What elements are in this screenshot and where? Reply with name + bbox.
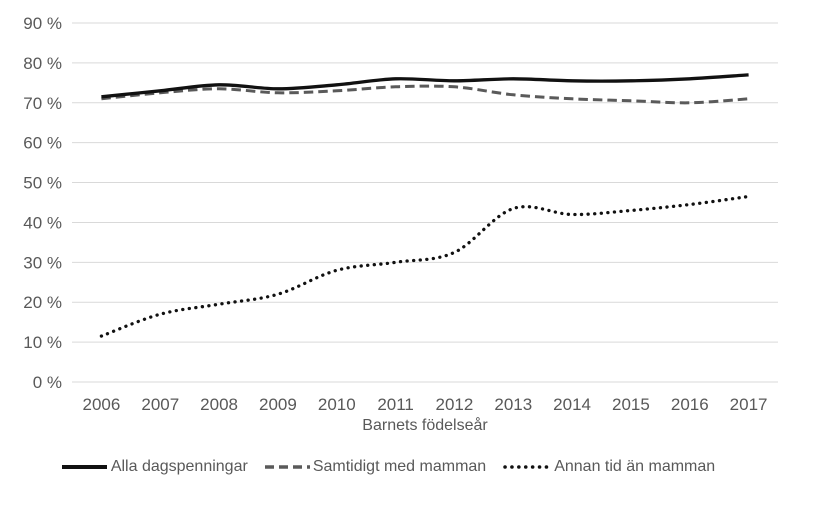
y-tick-label: 70 % [23,94,62,113]
x-axis-title: Barnets födelseår [362,417,488,434]
series-line-solid [101,73,749,99]
x-tick-label: 2006 [82,395,120,414]
x-tick-label: 2017 [730,395,768,414]
x-tick-label: 2011 [377,395,414,414]
legend-label-samtidigt-med-mamman: Samtidigt med mamman [312,458,487,475]
y-tick-label: 50 % [23,174,62,193]
x-tick-label: 2007 [141,395,179,414]
y-tick-label: 20 % [23,293,62,312]
legend-label-annan-tid-an-mamman: Annan tid än mamman [554,458,716,475]
x-tick-label: 2015 [612,395,650,414]
y-tick-label: 30 % [23,253,62,272]
legend-item-alla-dagspenningar: Alla dagspenningar [61,458,248,476]
series-line-dashed [101,84,749,105]
y-tick-label: 80 % [23,54,62,73]
legend-item-samtidigt-med-mamman: Samtidigt med mamman [264,458,487,476]
legend-label-alla-dagspenningar: Alla dagspenningar [110,458,248,475]
series-line-dotted [99,194,751,338]
y-tick-label: 60 % [23,134,62,153]
x-tick-label: 2008 [200,395,238,414]
dotted-line-icon [503,465,552,469]
y-tick-label: 40 % [23,213,62,232]
y-tick-label: 0 % [33,373,62,392]
y-tick-label: 10 % [23,333,62,352]
legend-item-annan-tid-an-mamman: Annan tid än mamman [503,458,715,476]
y-tick-label: 90 % [23,14,62,33]
x-tick-label: 2013 [494,395,532,414]
x-tick-label: 2016 [671,395,709,414]
solid-line-icon [61,465,107,469]
x-tick-label: 2014 [553,395,591,414]
x-tick-label: 2009 [259,395,297,414]
x-tick-label: 2010 [318,395,356,414]
plot-area: 0 % 10 % 20 % 30 % 40 % 50 % 60 % 70 % 80 % 90 % 2… [23,14,778,414]
x-tick-label: 2012 [435,395,473,414]
dashed-line-icon [264,465,310,469]
legend: Alla dagspenningar Samtidigt med mamman … [0,458,804,476]
